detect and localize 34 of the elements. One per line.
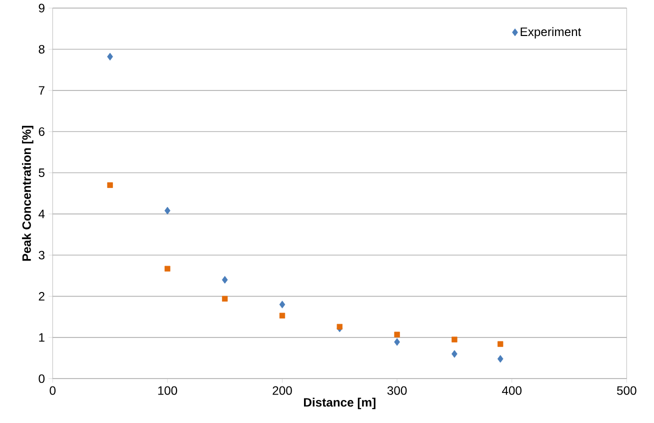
y-tick-label: 2 [38,292,44,300]
point [222,296,228,302]
x-tick-label: 500 [617,386,636,395]
x-tick-label: 400 [502,386,522,395]
y-axis-title: Peak Concentration [%] [22,126,34,261]
point [164,206,170,214]
y-tick-label: 1 [39,333,44,342]
point [498,341,504,347]
legend-label: Experiment [520,27,582,38]
point [279,300,286,308]
point [279,312,286,318]
point [452,350,458,358]
y-tick-label: 3 [38,250,44,260]
point [336,324,342,330]
point [222,276,228,284]
x-tick-label: 200 [272,386,292,395]
point [452,336,458,342]
y-tick-label: 7 [38,86,44,95]
x-tick-label: 100 [158,386,178,395]
x-tick-label: 300 [387,386,407,395]
point [107,52,113,60]
point [394,338,400,346]
y-tick-label: 4 [38,210,45,218]
y-tick-label: 8 [38,44,44,54]
y-tick-label: 0 [38,374,45,383]
x-tick-label: 0 [50,386,56,395]
point [164,266,170,272]
point [107,182,113,188]
point [497,354,504,363]
y-tick-label: 6 [38,127,44,136]
y-tick-label: 5 [38,168,44,177]
x-axis-title: Distance [m] [304,398,376,410]
y-tick-label: 9 [38,4,44,12]
point [394,332,400,338]
